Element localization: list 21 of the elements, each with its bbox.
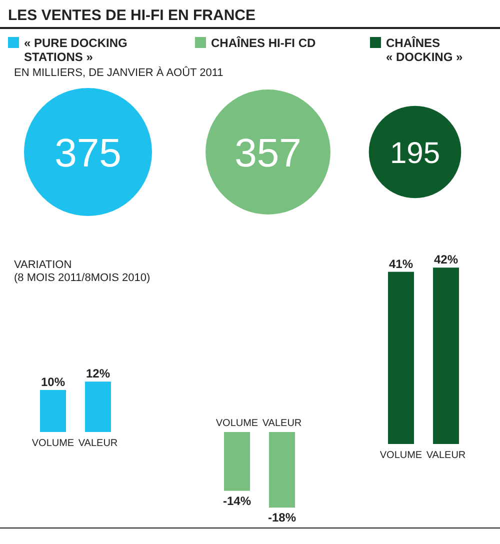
data-label: 375 xyxy=(54,131,122,176)
x-tick-label: VALEUR xyxy=(262,418,302,429)
data-label: 357 xyxy=(234,131,302,176)
x-tick-label: VOLUME xyxy=(380,450,422,461)
data-label: 195 xyxy=(390,136,440,170)
data-label: 42% xyxy=(434,252,458,267)
category-label: CHAÎNES HI-FI CD xyxy=(211,36,316,50)
data-label: -18% xyxy=(268,510,296,525)
category-label: CHAÎNES « DOCKING » xyxy=(386,36,464,64)
data-label: 10% xyxy=(40,375,66,389)
x-tick-label: VALEUR xyxy=(78,438,118,449)
x-tick-label: VOLUME xyxy=(216,418,258,429)
text: EN MILLIERS, DE JANVIER À AOÛT 2011 xyxy=(14,66,224,79)
text: LES VENTES DE HI-FI EN FRANCE xyxy=(8,7,256,24)
text: VARIATION (8 MOIS 2011/8MOIS 2010) xyxy=(14,259,150,284)
x-tick-label: VALEUR xyxy=(426,450,466,461)
data-label: 12% xyxy=(86,366,110,381)
x-tick-label: VOLUME xyxy=(32,438,74,449)
category-label: « PURE DOCKING STATIONS » xyxy=(24,36,128,64)
data-label: 41% xyxy=(388,256,414,271)
data-label: -14% xyxy=(222,494,252,508)
